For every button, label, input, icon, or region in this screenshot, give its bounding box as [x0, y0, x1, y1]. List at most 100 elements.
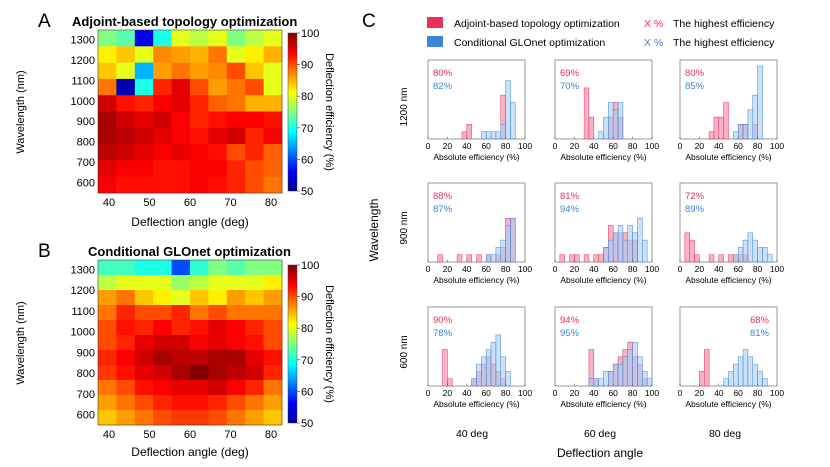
panel-c: C Adjoint-based topology optimization Co… — [362, 11, 784, 460]
heatmap-cell — [263, 111, 283, 129]
glonet-bar — [617, 363, 624, 387]
heatmap-cell — [98, 410, 117, 426]
heatmap-cell — [134, 335, 154, 351]
heatmap-cell — [171, 305, 191, 321]
hist-tick-label: 60 — [481, 388, 491, 398]
heatmap-cell — [245, 127, 264, 145]
hist-xlabel: Absolute efficiency (%) — [433, 275, 519, 285]
panel-c-label: C — [362, 11, 376, 32]
heatmap-cell — [190, 380, 209, 396]
glonet-bar — [608, 102, 614, 140]
glonet-bar — [733, 254, 739, 263]
colorbar-tick-label: 70 — [301, 355, 313, 367]
colorbar-tick-label: 90 — [301, 60, 313, 72]
glonet-bar — [612, 232, 619, 263]
heatmap-cell — [190, 350, 209, 366]
heatmap-cell — [171, 275, 191, 291]
hist-tick-label: 40 — [462, 141, 472, 151]
glonet-bar — [747, 109, 754, 140]
hist-tick-label: 20 — [695, 388, 705, 398]
heatmap-cell — [153, 127, 172, 145]
adjoint-highest-label: 81% — [560, 191, 580, 202]
glonet-bar — [752, 94, 758, 140]
heatmap-cell — [98, 46, 117, 63]
heatmap-cell — [263, 365, 283, 381]
glonet-bar — [612, 363, 619, 387]
y-tick-label: 1100 — [71, 75, 95, 87]
heatmap-cell — [226, 160, 246, 178]
heatmap-cell — [98, 335, 117, 351]
heatmap-cell — [153, 365, 172, 381]
glonet-bar — [646, 378, 653, 387]
hist-tick-label: 20 — [443, 141, 453, 151]
heatmap-cell — [263, 144, 283, 161]
heatmap-cell — [98, 176, 117, 194]
heatmap-cell — [153, 380, 172, 396]
adjoint-highest-label: 88% — [433, 191, 453, 202]
hist-xlabel: Absolute efficiency (%) — [685, 152, 771, 162]
y-tick-label: 1200 — [71, 285, 95, 297]
colorbar-a-label: Deflection efficiency (%) — [323, 53, 335, 171]
heatmap-cell — [153, 260, 172, 276]
heatmap-cell — [226, 410, 246, 426]
heatmap-cell — [98, 350, 117, 366]
heatmap-cell — [98, 160, 117, 178]
glonet-bar — [510, 102, 516, 140]
heatmap-cell — [263, 30, 283, 47]
heatmap-cell — [171, 335, 191, 351]
hist-tick-label: 100 — [645, 141, 659, 151]
heatmap-cell — [153, 144, 172, 161]
hist-xlabel: Absolute efficiency (%) — [560, 275, 646, 285]
heatmap-cell — [245, 305, 264, 321]
heatmap-cell — [134, 305, 154, 321]
heatmap-cell — [226, 275, 246, 291]
heatmap-cell — [116, 320, 136, 336]
glonet-bar — [723, 378, 729, 387]
heatmap-cell — [226, 305, 246, 321]
heatmap-cell — [263, 160, 283, 178]
hist-tick-label: 20 — [570, 264, 580, 274]
x-tick-label: 60 — [184, 197, 196, 209]
glonet-bar — [642, 371, 648, 387]
heatmap-cell — [226, 365, 246, 381]
glonet-bar — [485, 254, 492, 263]
heatmap-cell — [208, 78, 228, 96]
heatmap-cell — [245, 380, 264, 396]
y-tick-label: 900 — [77, 347, 95, 359]
heatmap-cell — [226, 62, 246, 80]
adjoint-bar — [713, 116, 720, 140]
heatmap-cell — [245, 350, 264, 366]
glonet-highest-label: 89% — [685, 204, 705, 215]
legend-glonet-swatch — [427, 36, 443, 47]
x-tick-label: 80 — [265, 197, 277, 209]
y-tick-label: 1300 — [71, 264, 95, 276]
heatmap-cell — [116, 305, 136, 321]
hist-tick-label: 80 — [753, 264, 763, 274]
heatmap-cell — [190, 290, 209, 306]
glonet-bar — [490, 131, 497, 140]
hist-tick-label: 80 — [628, 388, 638, 398]
adjoint-bar — [466, 254, 472, 263]
heatmap-cell — [116, 95, 136, 112]
glonet-bar — [510, 217, 516, 263]
heatmap-a-xlabel: Deflection angle (deg) — [131, 215, 248, 229]
glonet-bar — [603, 116, 609, 140]
adjoint-bar — [684, 232, 690, 263]
glonet-bar — [485, 131, 492, 140]
heatmap-cell — [226, 395, 246, 411]
adjoint-bar — [588, 116, 595, 140]
heatmap-cell — [134, 395, 154, 411]
heatmap-cell — [171, 62, 191, 80]
heatmap-cell — [134, 144, 154, 161]
heatmap-cell — [171, 160, 191, 178]
heatmap-b-frame — [97, 259, 283, 426]
heatmap-b-title: Conditional GLOnet optimization — [88, 244, 291, 259]
hist-tick-label: 20 — [695, 141, 705, 151]
glonet-bar — [505, 371, 511, 387]
glonet-highest-label: 82% — [433, 81, 453, 92]
heatmap-cell — [98, 144, 117, 161]
colorbar-tick-label: 90 — [301, 292, 313, 304]
hist-tick-label: 0 — [553, 141, 558, 151]
